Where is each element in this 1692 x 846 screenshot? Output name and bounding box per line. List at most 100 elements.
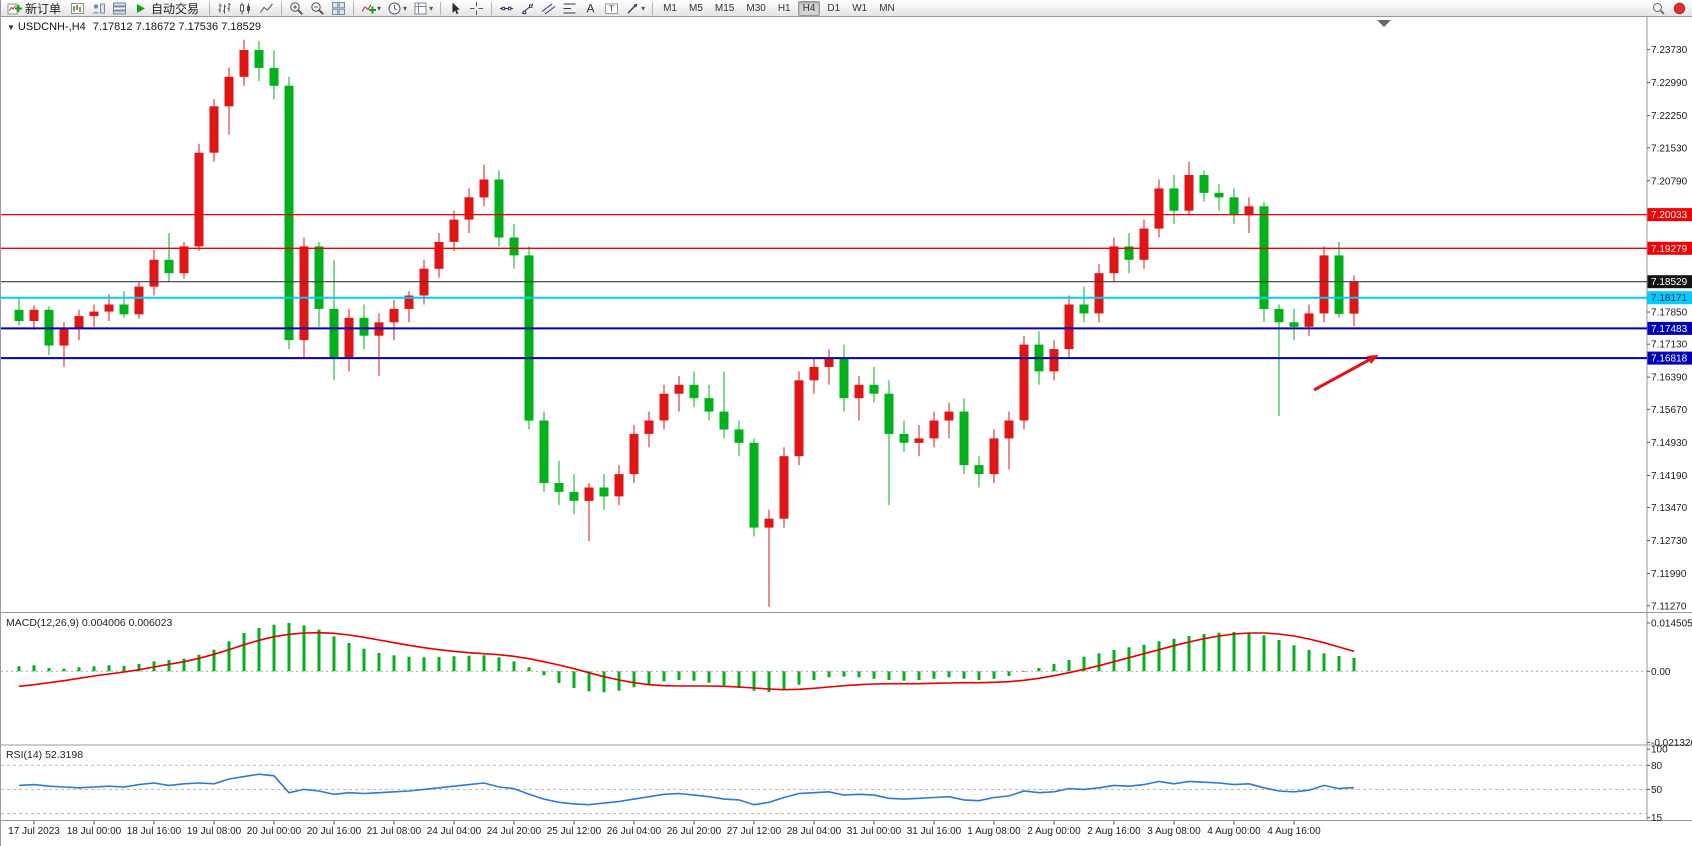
- trendline-icon: [520, 1, 535, 16]
- price-axis-label: 7.14190: [1651, 471, 1688, 482]
- bar-chart-button[interactable]: [215, 0, 234, 16]
- timeframe-m5-button[interactable]: M5: [689, 2, 703, 14]
- market-watch-button[interactable]: [110, 0, 129, 16]
- cursor-button[interactable]: [446, 0, 465, 16]
- channel-button[interactable]: [539, 0, 558, 16]
- search-icon: [1651, 1, 1666, 16]
- price-axis-label: 7.15670: [1651, 405, 1688, 416]
- trend-arrow-annotation[interactable]: [1313, 354, 1379, 392]
- new-order-button-label: 新订单: [25, 1, 62, 16]
- time-axis[interactable]: 17 Jul 2023 18 Jul 00:00 18 Jul 16:00 19 Ju…: [8, 820, 1321, 838]
- trendline-button[interactable]: [518, 0, 537, 16]
- text-icon: A: [583, 1, 598, 16]
- time-axis-label: 4 Aug 00:00: [1207, 826, 1261, 837]
- time-axis-label: 26 Jul 04:00: [607, 826, 662, 837]
- line-chart-button[interactable]: [257, 0, 276, 16]
- price-axis-label: 7.11990: [1651, 569, 1687, 580]
- indicators-button[interactable]: ▾: [359, 0, 383, 16]
- rsi-pane[interactable]: 100 80 50 15 RSI(14) 52.3198: [1, 745, 1668, 824]
- time-axis-label: 2 Aug 00:00: [1027, 826, 1081, 837]
- profiles-button[interactable]: [89, 0, 108, 16]
- chevron-down-icon: ▾: [429, 3, 434, 13]
- time-axis-label: 19 Jul 08:00: [187, 826, 242, 837]
- timeframe-mn-button[interactable]: MN: [879, 2, 895, 14]
- play-icon: [133, 1, 148, 16]
- price-tag-label: 7.18529: [1651, 277, 1688, 288]
- timeframe-m15-button[interactable]: M15: [714, 2, 735, 14]
- channel-icon: [541, 1, 556, 16]
- price-tag: [1647, 241, 1692, 255]
- label-icon: T: [604, 1, 619, 16]
- macd-pane[interactable]: 0.014505 0.00 -0.021326 MACD(12,26,9) 0.004…: [1, 617, 1692, 749]
- crosshair-icon: [469, 1, 484, 16]
- price-axis-label: 7.14930: [1651, 438, 1688, 449]
- zoomout-icon: [310, 1, 325, 16]
- zoom-out-button[interactable]: [308, 0, 327, 16]
- toolbar-separator: [491, 1, 493, 15]
- bars-icon: [217, 1, 232, 16]
- fibonacci-button[interactable]: [560, 0, 579, 16]
- chevron-down-icon: ▾: [377, 3, 382, 13]
- template-icon: [413, 1, 428, 16]
- time-axis-label: 24 Jul 20:00: [487, 826, 542, 837]
- notification-icon[interactable]: [1670, 0, 1689, 16]
- neworder-icon: [7, 1, 22, 16]
- price-tag-label: 7.19279: [1651, 244, 1688, 255]
- zoomin-icon: [289, 1, 304, 16]
- arrows-button[interactable]: ▾: [623, 0, 647, 16]
- timeframe-m30-button[interactable]: M30: [746, 2, 766, 14]
- price-tag: [1647, 291, 1692, 305]
- ohlc-values: 7.17812 7.18672 7.17536 7.18529: [92, 21, 261, 33]
- time-axis-label: 3 Aug 08:00: [1147, 826, 1201, 837]
- toolbar-separator: [353, 1, 355, 15]
- rsi-axis-label: 80: [1651, 761, 1663, 772]
- price-axis[interactable]: 7.23730 7.22990 7.22250 7.21530 7.20790 7.178…: [1647, 45, 1692, 612]
- rsi-axis-label: 100: [1651, 745, 1668, 756]
- new-order-button[interactable]: 新订单: [5, 0, 66, 16]
- tile-windows-button[interactable]: [329, 0, 348, 16]
- time-axis-label: 24 Jul 04:00: [427, 826, 482, 837]
- price-axis-label: 7.22250: [1651, 111, 1688, 122]
- macd-signal-line: [18, 631, 1355, 691]
- price-tag: [1647, 275, 1692, 289]
- price-axis-label: 7.13470: [1651, 503, 1688, 514]
- label-button[interactable]: T: [602, 0, 621, 16]
- rsi-indicator-label: RSI(14) 52.3198: [6, 749, 83, 761]
- main-toolbar: 新订单 自动交易 ▾ ▾ ▾ A T ▾ M1 M5 M15 M30 H1 H4 D1 W1 MN: [1, 0, 1692, 17]
- text-button[interactable]: A: [581, 0, 600, 16]
- toolbar-separator: [652, 1, 654, 15]
- chart-shift-marker[interactable]: [1377, 20, 1391, 27]
- periods-button[interactable]: ▾: [385, 0, 409, 16]
- chevron-down-icon: ▾: [641, 3, 646, 13]
- timeframe-d1-button[interactable]: D1: [827, 2, 841, 14]
- search-icon[interactable]: [1649, 0, 1668, 16]
- horizontal-line-button[interactable]: [497, 0, 516, 16]
- timeframe-w1-button[interactable]: W1: [852, 2, 868, 14]
- time-axis-label: 18 Jul 00:00: [67, 826, 122, 837]
- zoom-in-button[interactable]: [287, 0, 306, 16]
- cursor-icon: [448, 1, 463, 16]
- price-axis-label: 7.21530: [1651, 143, 1688, 154]
- candlestick-chart-button[interactable]: [236, 0, 255, 16]
- new-chart-button[interactable]: [68, 0, 87, 16]
- rsi-line: [18, 773, 1355, 806]
- crosshair-button[interactable]: [467, 0, 486, 16]
- timeframe-m1-button[interactable]: M1: [663, 2, 677, 14]
- templates-button[interactable]: ▾: [411, 0, 435, 16]
- timeframe-h1-button[interactable]: H1: [777, 2, 791, 14]
- hline-icon: [499, 1, 514, 16]
- price-axis-label: 7.23730: [1651, 45, 1688, 56]
- time-axis-label: 4 Aug 16:00: [1267, 826, 1321, 837]
- auto-trading-button[interactable]: 自动交易: [131, 0, 204, 16]
- price-axis-label: 7.17130: [1651, 340, 1688, 351]
- timeframe-h4-button[interactable]: H4: [797, 0, 821, 16]
- linechart-icon: [259, 1, 274, 16]
- symbol-label: USDCNH-,H4: [17, 21, 86, 33]
- svg-text:T: T: [609, 3, 614, 13]
- collapse-triangle-icon[interactable]: ▼: [7, 23, 15, 32]
- horizontal-line-objects[interactable]: [1, 213, 1647, 360]
- macd-indicator-label: MACD(12,26,9) 0.004006 0.006023: [6, 617, 173, 629]
- newchart-icon: [70, 1, 85, 16]
